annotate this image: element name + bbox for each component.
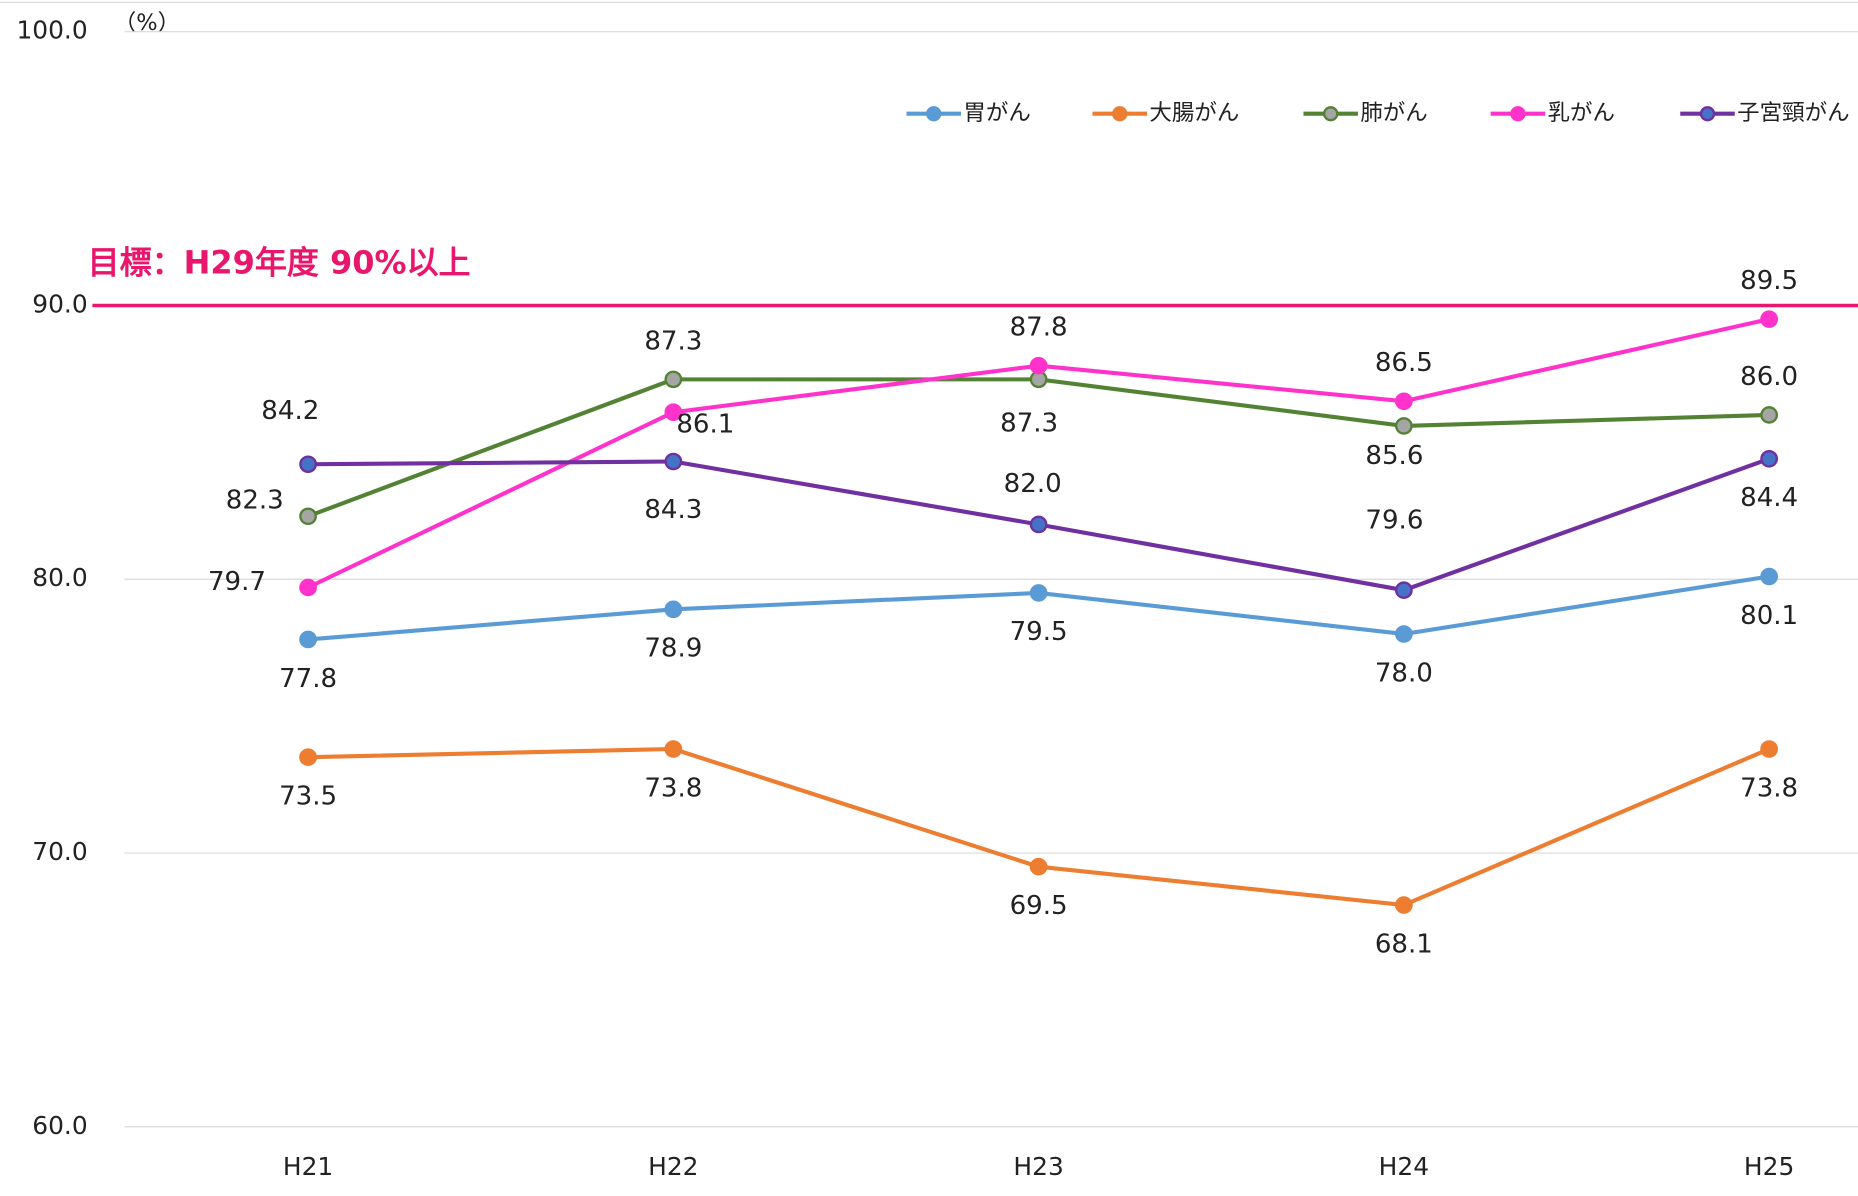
data-label: 73.5 xyxy=(279,782,337,812)
point xyxy=(299,578,317,597)
legend-marker xyxy=(1510,106,1526,122)
legend-marker xyxy=(1112,106,1128,122)
point xyxy=(1029,356,1048,375)
point xyxy=(1394,417,1413,435)
data-label: 84.2 xyxy=(261,396,319,426)
data-label: 86.0 xyxy=(1740,362,1798,392)
point xyxy=(664,600,683,619)
y-tick-label: 60.0 xyxy=(32,1111,87,1140)
x-tick-label: H25 xyxy=(1744,1152,1794,1181)
legend-label: 大腸がん xyxy=(1149,100,1239,126)
point xyxy=(1760,449,1779,468)
data-label: 77.8 xyxy=(279,664,337,694)
x-tick-label: H24 xyxy=(1379,1152,1429,1181)
y-tick-label: 80.0 xyxy=(32,563,87,592)
data-label: 87.3 xyxy=(644,326,702,356)
data-label: 73.8 xyxy=(1740,773,1798,803)
point xyxy=(1394,625,1413,643)
legend-marker xyxy=(926,106,942,122)
legend-marker xyxy=(1699,106,1716,122)
target-label: 目標：H29年度 90%以上 xyxy=(88,244,471,282)
point xyxy=(1394,581,1413,599)
y-tick-label: 70.0 xyxy=(32,837,87,866)
data-label: 86.1 xyxy=(676,410,734,440)
point xyxy=(1394,392,1413,411)
data-label: 84.4 xyxy=(1740,483,1798,513)
x-tick-label: H21 xyxy=(283,1152,333,1181)
data-label: 87.8 xyxy=(1010,313,1068,343)
data-label: 78.9 xyxy=(644,634,702,664)
data-label: 79.7 xyxy=(208,567,266,597)
data-label: 89.5 xyxy=(1740,266,1798,296)
legend-marker xyxy=(1322,106,1339,122)
data-label: 86.5 xyxy=(1375,348,1433,378)
legend-label: 乳がん xyxy=(1548,100,1615,126)
point xyxy=(664,740,683,758)
legend-label: 肺がん xyxy=(1360,100,1427,126)
data-label: 84.3 xyxy=(644,495,702,525)
point xyxy=(299,455,317,474)
data-label: 82.0 xyxy=(1004,469,1062,499)
point xyxy=(664,403,683,422)
data-label: 79.6 xyxy=(1365,506,1423,536)
x-tick-label: H23 xyxy=(1013,1152,1063,1181)
data-label: 82.3 xyxy=(226,486,284,516)
point xyxy=(1394,896,1413,914)
x-tick-label: H22 xyxy=(648,1152,698,1181)
data-label: 85.6 xyxy=(1365,441,1423,471)
point xyxy=(1029,857,1048,876)
point xyxy=(1029,515,1048,534)
point xyxy=(299,630,317,649)
data-label: 78.0 xyxy=(1375,658,1433,688)
series-line xyxy=(308,746,1770,908)
point xyxy=(664,370,683,389)
point xyxy=(1760,406,1779,424)
point xyxy=(1760,740,1779,758)
point xyxy=(1760,567,1779,586)
data-label: 73.8 xyxy=(644,773,702,803)
point xyxy=(1760,310,1779,328)
data-label: 79.5 xyxy=(1010,617,1068,647)
point xyxy=(664,452,683,471)
data-label: 87.3 xyxy=(1000,409,1058,439)
y-tick-label: 100.0 xyxy=(16,16,87,45)
point xyxy=(299,748,317,766)
data-label: 80.1 xyxy=(1740,601,1798,631)
y-tick-label: 90.0 xyxy=(32,290,87,319)
legend-label: 胃がん xyxy=(963,100,1030,126)
data-label: 68.1 xyxy=(1375,929,1433,959)
point xyxy=(299,507,317,526)
legend-label: 子宮頸がん xyxy=(1737,100,1849,126)
data-label: 69.5 xyxy=(1010,891,1068,921)
point xyxy=(1029,584,1048,602)
